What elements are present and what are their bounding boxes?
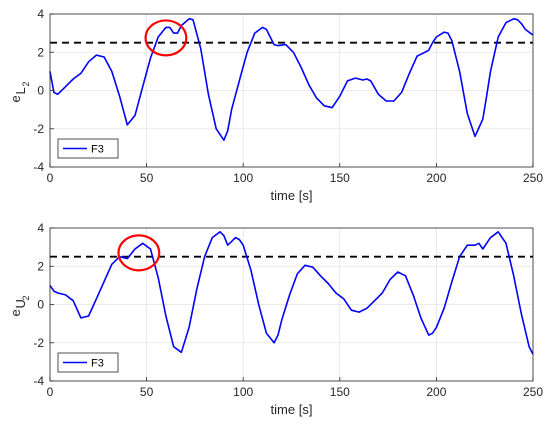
y-tick-label: 2 xyxy=(37,259,44,273)
y-tick-label: -2 xyxy=(33,336,44,350)
y-axis-label: eU2 xyxy=(8,295,31,316)
x-tick-label: 0 xyxy=(47,171,54,185)
x-tick-label: 250 xyxy=(523,171,543,185)
y-tick-label: -4 xyxy=(33,160,44,174)
y-axis-label-main: e xyxy=(8,95,23,102)
legend-label: F3 xyxy=(91,358,104,370)
x-tick-label: 100 xyxy=(233,171,253,185)
series-line-f3 xyxy=(49,18,534,141)
y-axis-label-subsub: 2 xyxy=(21,81,31,86)
y-tick-label: 4 xyxy=(37,7,44,21)
x-tick-label: 50 xyxy=(140,171,154,185)
x-tick-label: 200 xyxy=(426,385,446,399)
y-tick-label: 0 xyxy=(37,298,44,312)
x-tick-label: 150 xyxy=(330,385,350,399)
y-axis-label-sub: U xyxy=(13,299,28,308)
x-tick-label: 50 xyxy=(140,385,154,399)
x-tick-label: 100 xyxy=(233,385,253,399)
y-tick-label: -4 xyxy=(33,374,44,388)
x-tick-label: 250 xyxy=(523,385,543,399)
highlight-circle xyxy=(144,19,188,57)
x-axis-label: time [s] xyxy=(271,188,313,203)
legend-label: F3 xyxy=(91,144,104,156)
y-axis-label-subsub: 2 xyxy=(21,295,31,300)
x-axis-label: time [s] xyxy=(271,402,313,417)
x-tick-label: 200 xyxy=(426,171,446,185)
y-axis-label-sub: L xyxy=(13,87,28,94)
x-tick-label: 0 xyxy=(47,385,54,399)
y-tick-label: -2 xyxy=(33,122,44,136)
x-tick-label: 150 xyxy=(330,171,350,185)
y-axis-label-main: e xyxy=(8,309,23,316)
legend-box xyxy=(57,352,119,373)
highlight-circle xyxy=(117,234,161,272)
series-line-f3 xyxy=(49,231,534,355)
legend-box xyxy=(57,138,119,159)
y-tick-label: 2 xyxy=(37,45,44,59)
y-tick-label: 0 xyxy=(37,84,44,98)
y-tick-label: 4 xyxy=(37,221,44,235)
y-axis-label: eL2 xyxy=(8,81,31,102)
